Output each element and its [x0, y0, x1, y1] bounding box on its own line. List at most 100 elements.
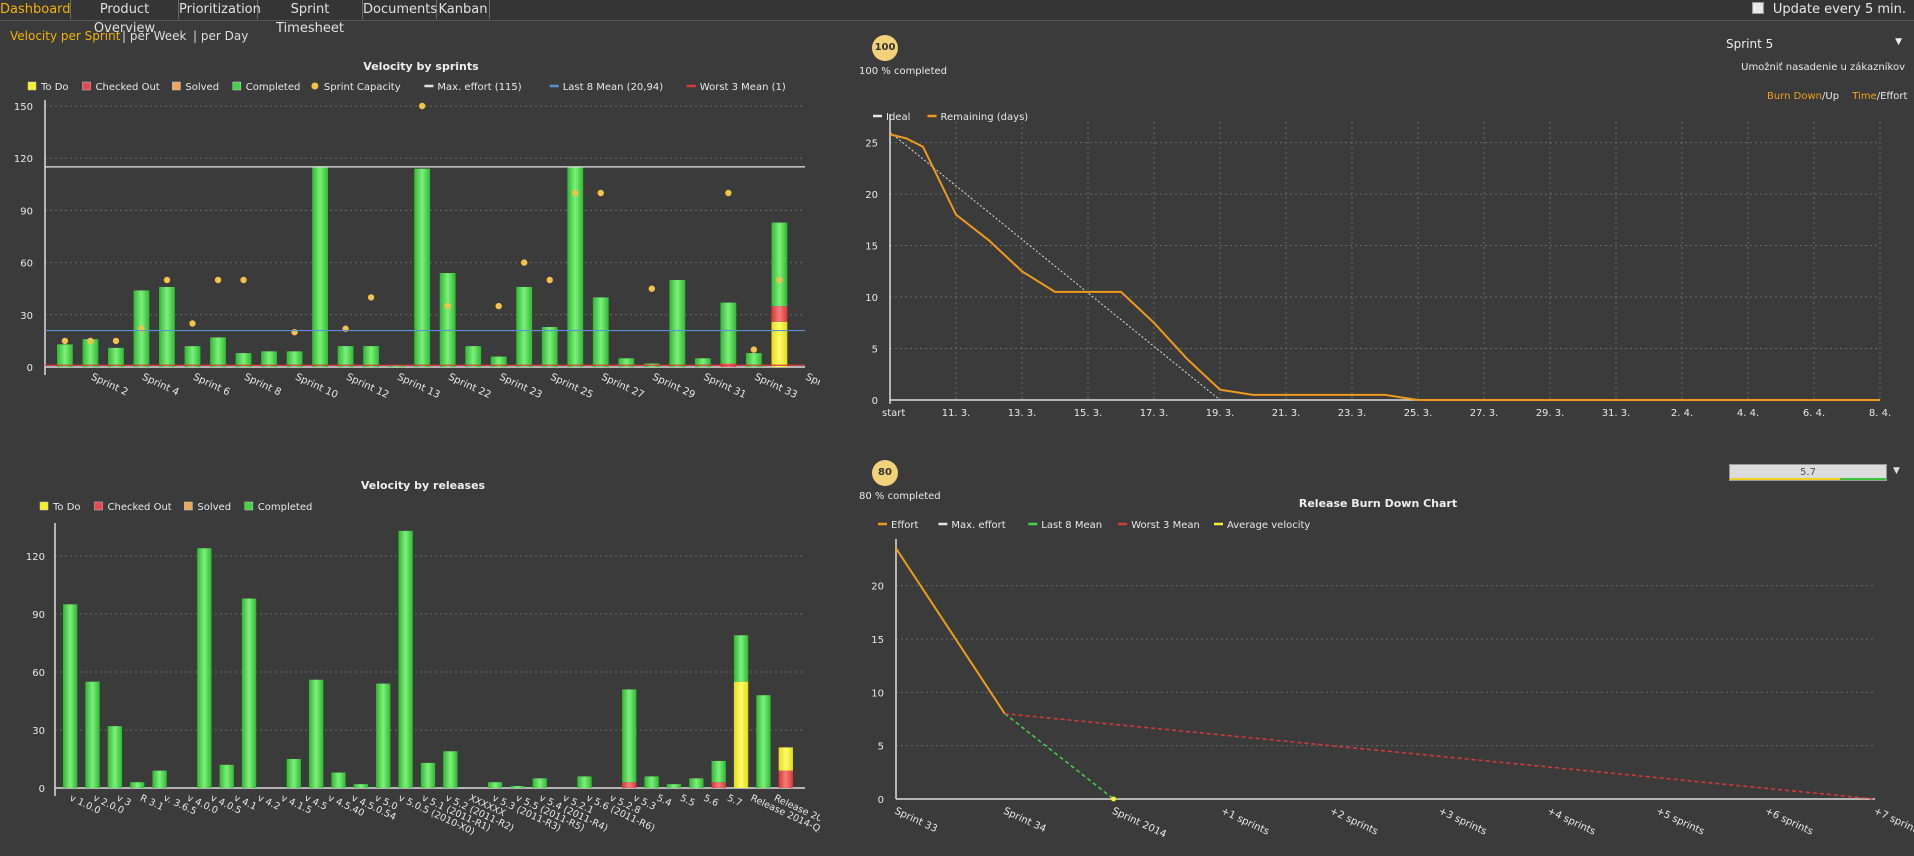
bar-todo [778, 747, 793, 771]
tab-product-overview[interactable]: Product Overview [71, 0, 179, 36]
x-tick-label: Sprint 23 [497, 372, 543, 401]
legend-swatch [82, 81, 91, 91]
bar-completed [63, 604, 78, 788]
capacity-point [572, 189, 579, 197]
bar-completed [756, 695, 771, 788]
bar-completed [219, 764, 234, 788]
y-tick-label: 15 [871, 635, 884, 646]
capacity-point [291, 329, 298, 336]
burn-toggle: Burn Down/Up Time/Effort [1767, 91, 1907, 102]
bar-completed [414, 168, 431, 367]
x-tick-label: Sprint 6 [191, 372, 231, 399]
x-tick-label: +7 sprints [1872, 806, 1914, 838]
x-tick-label: Sprint 27 [600, 372, 646, 401]
bar-completed [420, 762, 436, 788]
y-tick-label: 0 [27, 363, 33, 374]
update-checkbox[interactable] [1751, 2, 1764, 14]
capacity-point [189, 320, 196, 327]
time-toggle[interactable]: Time [1852, 91, 1877, 102]
tab-sprint-timesheet[interactable]: Sprint Timesheet [258, 0, 363, 36]
capacity-point [750, 346, 758, 353]
legend-label: Checked Out [108, 502, 172, 513]
capacity-point [61, 337, 69, 345]
sprint-select[interactable]: Sprint 5 ▼ [1726, 37, 1904, 51]
x-tick-label: 8. 4. [1869, 408, 1891, 419]
legend-label: Last 8 Mean [1041, 520, 1102, 531]
bar-completed [694, 358, 711, 367]
x-tick-label: Sprint 31 [702, 372, 748, 401]
legend-label: Ideal [886, 112, 910, 123]
bar-todo [733, 681, 749, 788]
bar-completed [733, 635, 749, 682]
y-tick-label: 5 [878, 742, 884, 753]
x-tick-label: 19. 3. [1206, 408, 1235, 419]
y-tick-label: 0 [878, 795, 884, 806]
legend-label: Last 8 Mean (20,94) [563, 82, 664, 93]
x-tick-label: Sprint 22 [446, 372, 492, 401]
legend-label: Worst 3 Mean (1) [700, 82, 786, 93]
bar-completed [666, 784, 682, 788]
x-tick-label: 25. 3. [1404, 408, 1433, 419]
top-navigation: Dashboard Product Overview Prioritizatio… [0, 0, 1914, 36]
legend-label: Worst 3 Mean [1131, 520, 1200, 531]
tab-dashboard[interactable]: Dashboard [0, 0, 71, 19]
release-select[interactable]: 5.7 [1729, 464, 1887, 481]
bar-completed [312, 166, 328, 367]
bar-completed [197, 548, 212, 788]
x-tick-label: 27. 3. [1470, 408, 1499, 419]
x-tick-label: 17. 3. [1140, 408, 1169, 419]
x-tick-label: Sprint 8 [242, 372, 282, 399]
x-tick-label: +5 sprints [1654, 806, 1706, 838]
velocity-per-sprint-link[interactable]: Velocity per Sprint [10, 29, 121, 43]
bar-completed [184, 346, 201, 367]
legend-label: Max. effort [951, 520, 1005, 531]
deploy-text: Umožniť nasadenie u zákazníkov [1741, 62, 1905, 73]
tab-kanban[interactable]: Kanban [437, 0, 490, 19]
x-tick-label: Sprint 12 [344, 372, 390, 401]
burn-up-toggle[interactable]: /Up [1822, 91, 1840, 102]
capacity-point [725, 189, 732, 197]
legend-swatch [39, 501, 49, 511]
tab-prioritization[interactable]: Prioritization [179, 0, 261, 19]
capacity-point [214, 276, 222, 284]
y-tick-label: 20 [871, 582, 884, 593]
tab-documents[interactable]: Documents [363, 0, 438, 19]
y-tick-label: 0 [872, 396, 878, 407]
bar-completed [618, 358, 635, 367]
bar-completed [159, 286, 175, 367]
y-tick-label: 10 [865, 293, 878, 304]
bar-completed [510, 786, 525, 788]
legend-swatch [94, 501, 103, 511]
y-tick-label: 30 [32, 726, 45, 737]
release-burndown-chart: Release Burn Down Chart Effort Max. effort… [871, 497, 1914, 840]
bar-completed [439, 273, 456, 367]
burn-down-toggle[interactable]: Burn Down [1767, 91, 1822, 102]
y-tick-label: 0 [39, 784, 45, 795]
bar-completed [353, 784, 369, 788]
bar-completed [261, 351, 277, 367]
sprint-percent-badge: 100 [872, 35, 898, 61]
bar-completed [363, 346, 380, 367]
release-progress-yellow [1730, 478, 1840, 480]
legend-label: Max. effort (115) [437, 82, 521, 93]
per-day-link[interactable]: | per Day [193, 29, 249, 43]
y-tick-label: 90 [20, 206, 33, 217]
bar-completed [465, 346, 482, 367]
x-tick-label: Sprint 10 [293, 372, 339, 401]
x-tick-label: v 4.2 [256, 793, 282, 813]
bar-completed [376, 683, 391, 788]
x-tick-label: 5.7 [725, 793, 743, 809]
x-tick-label: 15. 3. [1074, 408, 1103, 419]
chevron-down-icon[interactable]: ▼ [1893, 466, 1900, 476]
bar-completed [210, 337, 226, 367]
effort-toggle[interactable]: /Effort [1876, 91, 1908, 102]
y-tick-label: 150 [14, 102, 33, 113]
capacity-point [597, 189, 604, 197]
per-week-link[interactable]: | per Week [122, 29, 187, 43]
bar-completed [516, 286, 533, 367]
legend-label: Checked Out [96, 82, 160, 93]
capacity-point [776, 276, 783, 284]
update-toggle[interactable]: Update every 5 min. [1751, 0, 1906, 19]
x-tick-label: Sprint 13 [395, 372, 441, 401]
x-tick-label: Sprint 25 [548, 372, 594, 401]
